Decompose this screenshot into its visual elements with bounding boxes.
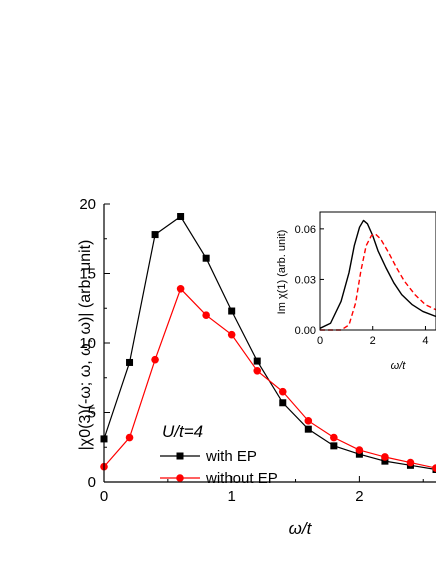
main-y-tick-label: 10 (79, 335, 96, 352)
main-x-tick-label: 2 (355, 488, 363, 505)
data-point-with-ep (330, 442, 338, 450)
inset-y-axis-label: Im χ(1) (arb. unit) (276, 230, 288, 315)
data-point-with-ep (151, 231, 159, 239)
inset-frame (319, 211, 436, 331)
data-point-without-ep (125, 433, 134, 442)
legend-label-0: with EP (205, 448, 257, 465)
main-y-tick-label: 15 (79, 266, 96, 283)
legend-marker-square (176, 452, 184, 460)
inset-series-line-0 (319, 219, 436, 329)
inset-x-tick-label: 2 (370, 335, 376, 347)
inset-series-layer (319, 219, 436, 331)
data-point-without-ep (278, 387, 287, 396)
main-y-tick-label: 5 (88, 405, 96, 422)
legend-marker-circle (176, 474, 184, 482)
inset-x-axis-label: ω/t (391, 360, 407, 372)
data-point-without-ep (202, 311, 210, 320)
data-point-with-ep (355, 450, 363, 458)
data-point-without-ep (381, 453, 389, 461)
inset-x-tick-label: 0 (317, 335, 323, 347)
main-x-tick-label: 1 (228, 488, 236, 505)
legend-label-1: without EP (205, 470, 278, 487)
data-point-without-ep (330, 433, 338, 442)
series-line-without-ep (103, 287, 436, 469)
inset-x-tick-label: 4 (422, 335, 428, 347)
series-line-with-ep (103, 215, 436, 471)
condition-annotation: U/t=4 (162, 422, 203, 441)
data-point-with-ep (381, 457, 389, 465)
inset-y-tick-label: 0.00 (295, 325, 316, 337)
data-point-with-ep (177, 213, 185, 221)
inset-plot: 0.00 0.03 0.06 0 2 4 ω/t Im χ(1) (arb. unit) (276, 211, 436, 372)
data-point-without-ep (304, 417, 313, 425)
inset-y-tick-label: 0.03 (295, 274, 316, 286)
inset-y-tick-label: 0.06 (295, 224, 316, 236)
data-point-with-ep (279, 399, 287, 407)
main-y-axis-label: |χ0(3)(-ω; ω, ω, ω)| (arb. unit) (77, 240, 94, 451)
main-x-tick-label: 0 (100, 488, 108, 505)
data-point-without-ep (253, 367, 262, 375)
main-y-tick-label: 20 (79, 196, 96, 213)
data-point-without-ep (406, 458, 415, 467)
data-point-with-ep (126, 358, 134, 366)
data-point-with-ep (253, 357, 261, 365)
data-point-without-ep (355, 446, 364, 454)
data-point-with-ep (228, 307, 236, 315)
inset-series-line-1 (320, 233, 436, 331)
legend: with EP without EP (160, 448, 278, 487)
data-point-with-ep (304, 425, 312, 433)
main-series-layer (100, 213, 436, 473)
data-point-without-ep (432, 464, 436, 472)
data-point-without-ep (151, 355, 159, 364)
inset-axes: 0.00 0.03 0.06 0 2 4 (295, 211, 436, 347)
data-point-without-ep (176, 284, 185, 293)
main-x-axis-label: ω/t (289, 519, 313, 538)
main-y-tick-label: 0 (88, 474, 96, 491)
data-point-with-ep (202, 254, 210, 262)
data-point-without-ep (227, 330, 236, 339)
